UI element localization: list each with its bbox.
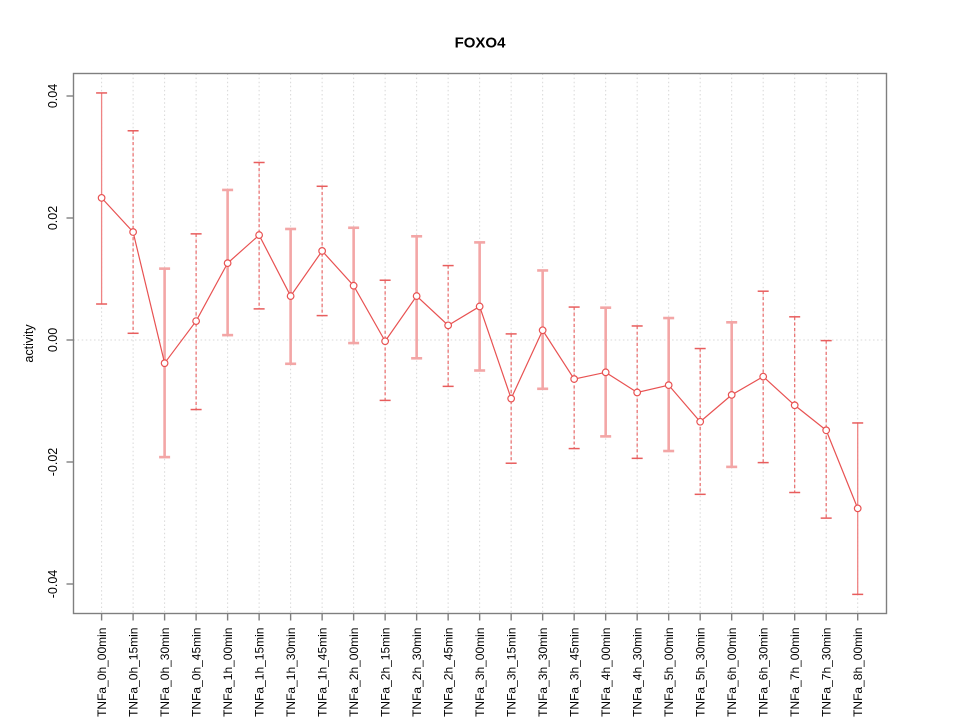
x-tick-label: TNFa_5h_00min [662, 628, 676, 717]
x-tick-label: TNFa_6h_00min [725, 628, 739, 717]
data-point-marker [97, 193, 106, 202]
x-tick-label: TNFa_1h_30min [284, 628, 298, 717]
data-point-marker [160, 359, 169, 368]
x-tick-label: TNFa_1h_15min [253, 628, 267, 717]
data-point-marker [286, 292, 295, 300]
data-point-marker [318, 247, 327, 255]
data-point-marker [601, 368, 610, 377]
x-tick-label: TNFa_4h_00min [599, 628, 613, 717]
data-point-marker [444, 321, 453, 330]
x-tick-label: TNFa_0h_15min [127, 628, 141, 717]
y-tick-label: 0.04 [46, 84, 60, 108]
x-tick-label: TNFa_3h_45min [568, 628, 582, 717]
data-point-marker [727, 391, 736, 399]
data-point-marker [759, 372, 768, 381]
x-tick-label: TNFa_3h_00min [473, 628, 487, 717]
x-tick-label: TNFa_0h_00min [95, 628, 109, 717]
data-point-marker [633, 388, 642, 397]
x-tick-label: TNFa_2h_15min [379, 628, 393, 717]
y-tick-label: 0.02 [46, 206, 60, 230]
data-point-marker [664, 381, 673, 390]
data-point-marker [507, 394, 516, 403]
data-point-marker [381, 337, 390, 346]
data-point-marker [223, 259, 232, 268]
x-tick-label: TNFa_8h_00min [851, 628, 865, 717]
y-axis-title: activity [22, 324, 36, 363]
data-point-marker [822, 426, 831, 435]
x-tick-label: TNFa_6h_30min [757, 628, 771, 717]
data-point-marker [349, 281, 358, 290]
data-point-marker [538, 326, 547, 335]
data-point-marker [475, 302, 484, 311]
axes-group [66, 72, 888, 621]
x-tick-label: TNFa_7h_30min [820, 628, 834, 717]
data-point-marker [192, 317, 201, 325]
data-point-marker [696, 417, 705, 426]
data-point-marker [412, 292, 421, 300]
y-tick-label: 0.00 [46, 328, 60, 352]
x-tick-label: TNFa_5h_30min [694, 628, 708, 717]
markers-group [97, 193, 862, 513]
chart-title: FOXO4 [455, 35, 507, 52]
y-tick-label: -0.02 [46, 448, 60, 477]
x-tick-label: TNFa_3h_30min [536, 628, 550, 717]
x-tick-label: TNFa_2h_45min [442, 628, 456, 717]
data-point-marker [853, 504, 862, 513]
x-tick-label: TNFa_0h_45min [190, 628, 204, 717]
data-point-marker [790, 401, 799, 410]
x-tick-label: TNFa_3h_15min [505, 628, 519, 717]
x-tick-label: TNFa_1h_00min [221, 628, 235, 717]
data-point-marker [570, 375, 579, 383]
x-tick-label: TNFa_0h_30min [158, 628, 172, 717]
x-tick-label: TNFa_1h_45min [316, 628, 330, 717]
x-tick-label: TNFa_4h_30min [631, 628, 645, 717]
data-point-marker [129, 228, 138, 236]
x-tick-label: TNFa_2h_00min [347, 628, 361, 717]
axis-labels-group: -0.04 -0.02 0.00 0.02 0.04 TNFa_0h_00min TNFa_… [46, 84, 865, 717]
data-point-marker [255, 231, 264, 239]
x-tick-label: TNFa_7h_00min [788, 628, 802, 717]
y-tick-label: -0.04 [46, 570, 60, 599]
x-tick-label: TNFa_2h_30min [410, 628, 424, 717]
